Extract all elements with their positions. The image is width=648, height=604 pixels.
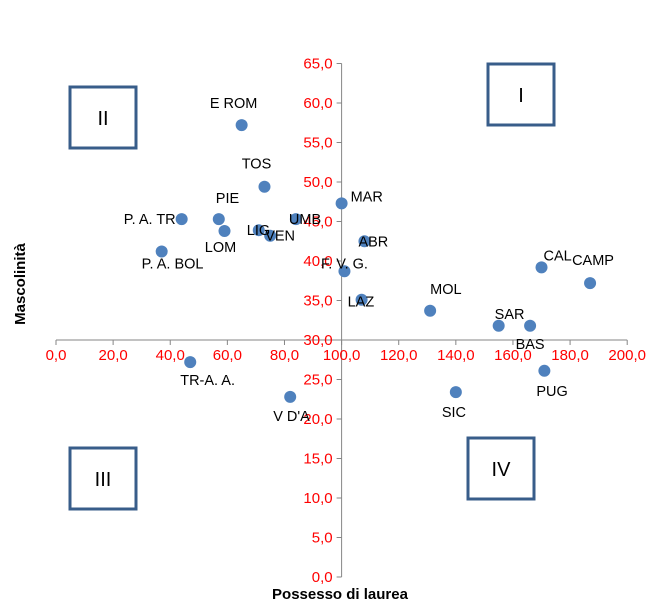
x-tick-label: 60,0 [213, 347, 242, 364]
x-tick-label: 100,0 [323, 347, 361, 364]
data-point-e-rom [235, 119, 248, 132]
point-label-p-a-bol: P. A. BOL [142, 257, 204, 273]
y-tick-label: 50,0 [303, 174, 332, 191]
y-tick-label: 45,0 [303, 214, 332, 231]
x-tick-label: 200,0 [608, 347, 646, 364]
data-point-p-a-bol [155, 245, 168, 258]
y-tick-label: 15,0 [303, 451, 332, 468]
x-axis-title: Possesso di laurea [272, 586, 409, 603]
quadrant-iii-box [68, 446, 138, 511]
y-tick-label: 55,0 [303, 135, 332, 152]
point-label-f-v-g: F. V. G. [321, 256, 368, 272]
x-tick-labels: 0,0 20,0 40,0 60,0 80,0 100,0 120,0 140,0 160,0 1… [46, 347, 646, 364]
point-label-sar: SAR [495, 307, 525, 323]
y-tick-label: 30,0 [303, 332, 332, 349]
point-labels: E ROM TOS MAR P. A. TR PIE UMB LIG LOM VEN ABR P. … [124, 96, 614, 425]
data-point-bas [524, 319, 537, 332]
data-point-v-d-a [284, 390, 297, 403]
y-tick-label: 60,0 [303, 95, 332, 112]
data-point-lig [252, 224, 265, 237]
point-label-umb: UMB [289, 212, 321, 228]
point-label-mar: MAR [351, 189, 383, 205]
point-label-e-rom: E ROM [210, 96, 258, 112]
point-label-lom: LOM [205, 240, 236, 256]
x-tick-label: 180,0 [551, 347, 589, 364]
data-point-cal [535, 261, 548, 274]
data-point-camp [584, 277, 597, 290]
point-label-tos: TOS [242, 157, 272, 173]
x-tick-label: 120,0 [380, 347, 418, 364]
point-label-pug: PUG [536, 384, 567, 400]
point-label-mol: MOL [430, 282, 461, 298]
point-label-p-a-tr: P. A. TR [124, 212, 176, 228]
data-point-pug [538, 364, 551, 377]
data-point-p-a-tr [175, 213, 188, 226]
y-tick-label: 25,0 [303, 372, 332, 389]
quadrant-iv-box [466, 436, 536, 501]
y-tick-label: 20,0 [303, 411, 332, 428]
quadrant-i-label: I [518, 85, 524, 107]
quadrant-iv-label: IV [492, 459, 512, 481]
y-tick-labels: 0,0 5,0 10,0 15,0 20,0 25,0 30,0 35,0 40,0 45,0 50… [303, 56, 332, 587]
axes [55, 63, 628, 578]
x-tick-label: 40,0 [156, 347, 185, 364]
point-label-lig: LIG [247, 223, 270, 239]
x-tick-label: 0,0 [46, 347, 67, 364]
data-point-mar [335, 197, 348, 210]
point-label-bas: BAS [516, 337, 545, 353]
y-tick-label: 10,0 [303, 490, 332, 507]
x-tick-label: 140,0 [437, 347, 475, 364]
data-point-tr-a-a [184, 356, 197, 369]
quadrant-ii-box [68, 85, 138, 150]
data-point-sar [492, 319, 505, 332]
data-points [155, 119, 597, 403]
x-tick-label: 160,0 [494, 347, 532, 364]
y-axis-title: Mascolinità [12, 242, 29, 324]
y-tick-label: 0,0 [312, 569, 333, 586]
y-tick-label: 35,0 [303, 293, 332, 310]
data-point-mol [424, 304, 437, 317]
data-point-tos [258, 180, 271, 193]
y-tick-label: 40,0 [303, 253, 332, 270]
data-point-umb [289, 213, 302, 226]
point-label-tr-a-a: TR-A. A. [180, 373, 235, 389]
data-point-laz [355, 293, 368, 306]
data-point-f-v-g [338, 265, 351, 278]
point-label-cal: CAL [544, 248, 572, 264]
y-tick-label: 5,0 [312, 530, 333, 547]
point-label-ven: VEN [265, 229, 295, 245]
quadrant-ii-label: II [97, 108, 108, 130]
data-point-pie [212, 213, 225, 226]
data-point-lom [218, 224, 231, 237]
point-label-laz: LAZ [348, 295, 375, 311]
quadrant-iii-label: III [95, 469, 112, 491]
y-tick-label: 65,0 [303, 56, 332, 73]
point-label-sic: SIC [442, 405, 466, 421]
point-label-v-d-a: V D'A [273, 409, 310, 425]
x-tick-label: 20,0 [99, 347, 128, 364]
data-point-abr [358, 235, 371, 248]
point-label-pie: PIE [216, 191, 240, 207]
quadrant-i-box [486, 62, 556, 127]
point-label-abr: ABR [358, 234, 388, 250]
x-tick-label: 80,0 [270, 347, 299, 364]
data-point-ven [264, 229, 277, 242]
data-point-sic [449, 386, 462, 399]
point-label-camp: CAMP [572, 253, 614, 269]
